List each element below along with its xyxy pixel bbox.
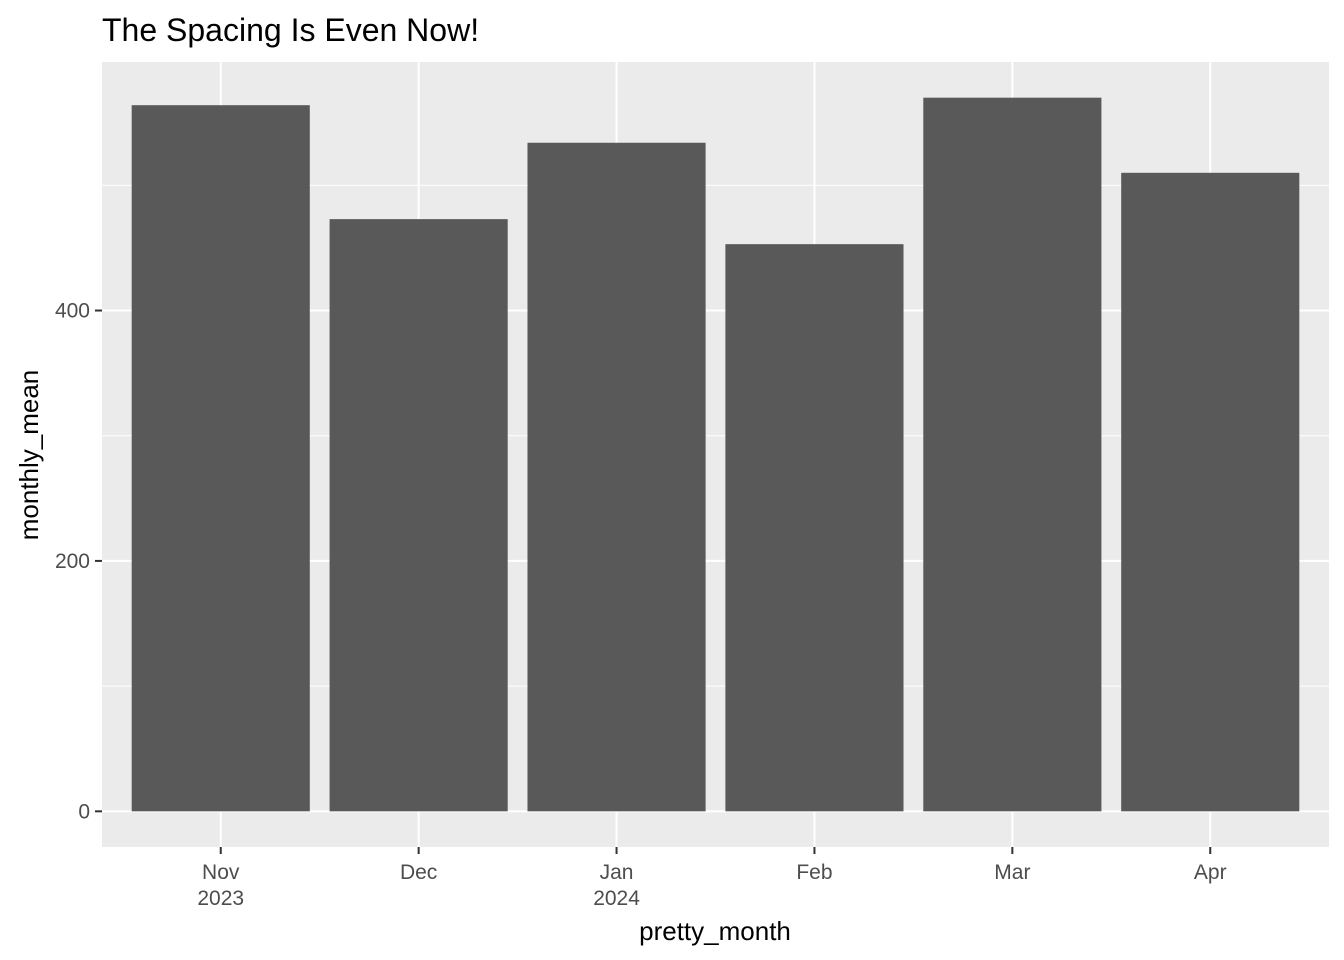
y-axis-title: monthly_mean	[14, 370, 44, 541]
bar-mar	[923, 97, 1102, 812]
bar-dec	[329, 219, 508, 812]
bar-jan	[527, 142, 706, 812]
bar-apr	[1121, 172, 1300, 812]
bar-nov	[131, 105, 310, 812]
x-tick-sublabel: 2024	[593, 887, 640, 910]
y-tick-label: 200	[55, 550, 90, 573]
bar-feb	[725, 244, 904, 812]
y-axis: 0 200 400	[55, 300, 102, 823]
x-tick-sublabel: 2023	[197, 887, 244, 910]
bars	[131, 97, 1300, 812]
x-tick-label: Apr	[1194, 861, 1227, 884]
x-tick-label: Dec	[400, 861, 437, 884]
x-axis: Nov 2023 Dec Jan 2024 Feb Mar Apr	[197, 847, 1227, 910]
x-tick-label: Feb	[796, 861, 832, 884]
y-tick-label: 0	[78, 800, 90, 823]
x-tick-label: Jan	[600, 861, 634, 884]
x-axis-title: pretty_month	[639, 916, 791, 946]
x-tick-label: Mar	[994, 861, 1030, 884]
y-tick-label: 400	[55, 300, 90, 323]
chart-title: The Spacing Is Even Now!	[102, 12, 479, 48]
x-tick-label: Nov	[202, 861, 240, 884]
